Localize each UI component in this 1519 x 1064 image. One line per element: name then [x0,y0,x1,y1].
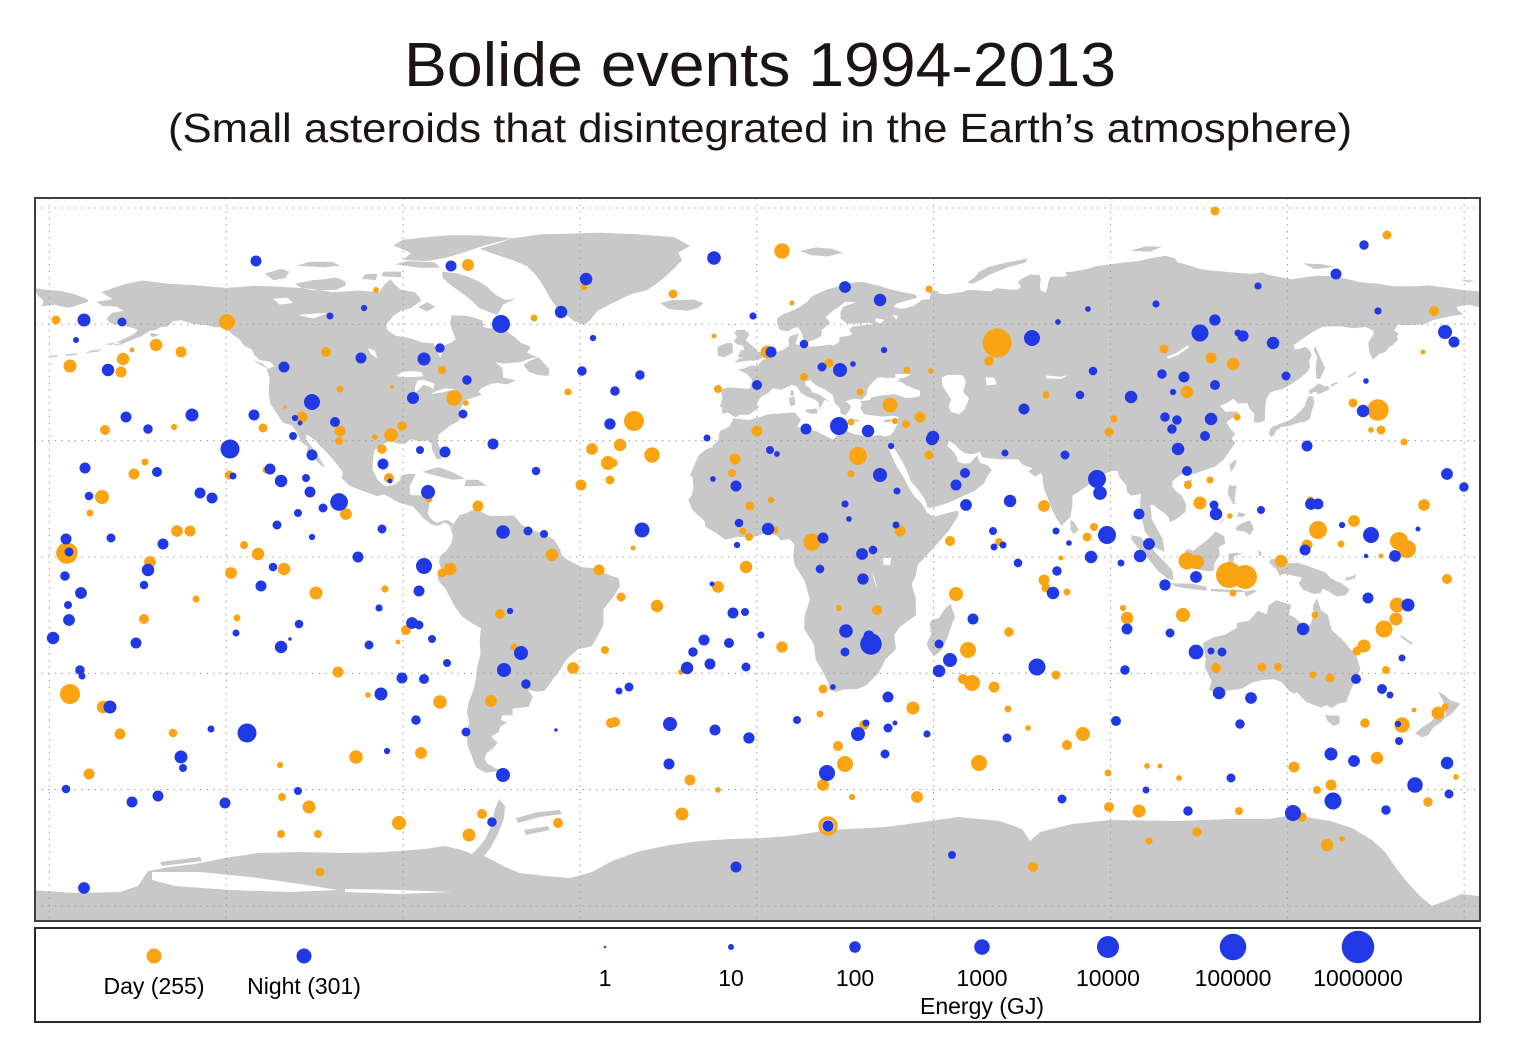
svg-text:100: 100 [836,965,874,991]
svg-text:(Small asteroids that disinteg: (Small asteroids that disintegrated in t… [168,105,1352,151]
svg-text:100000: 100000 [1195,965,1272,991]
svg-text:10000: 10000 [1076,965,1140,991]
svg-text:10: 10 [718,965,744,991]
svg-text:1000000: 1000000 [1313,965,1403,991]
svg-text:Bolide events 1994-2013: Bolide events 1994-2013 [404,31,1116,100]
svg-text:Night (301): Night (301) [247,973,361,999]
svg-text:1000: 1000 [956,965,1007,991]
svg-text:Day (255): Day (255) [104,973,205,999]
svg-text:Energy (GJ): Energy (GJ) [920,993,1044,1019]
svg-text:1: 1 [599,965,612,991]
